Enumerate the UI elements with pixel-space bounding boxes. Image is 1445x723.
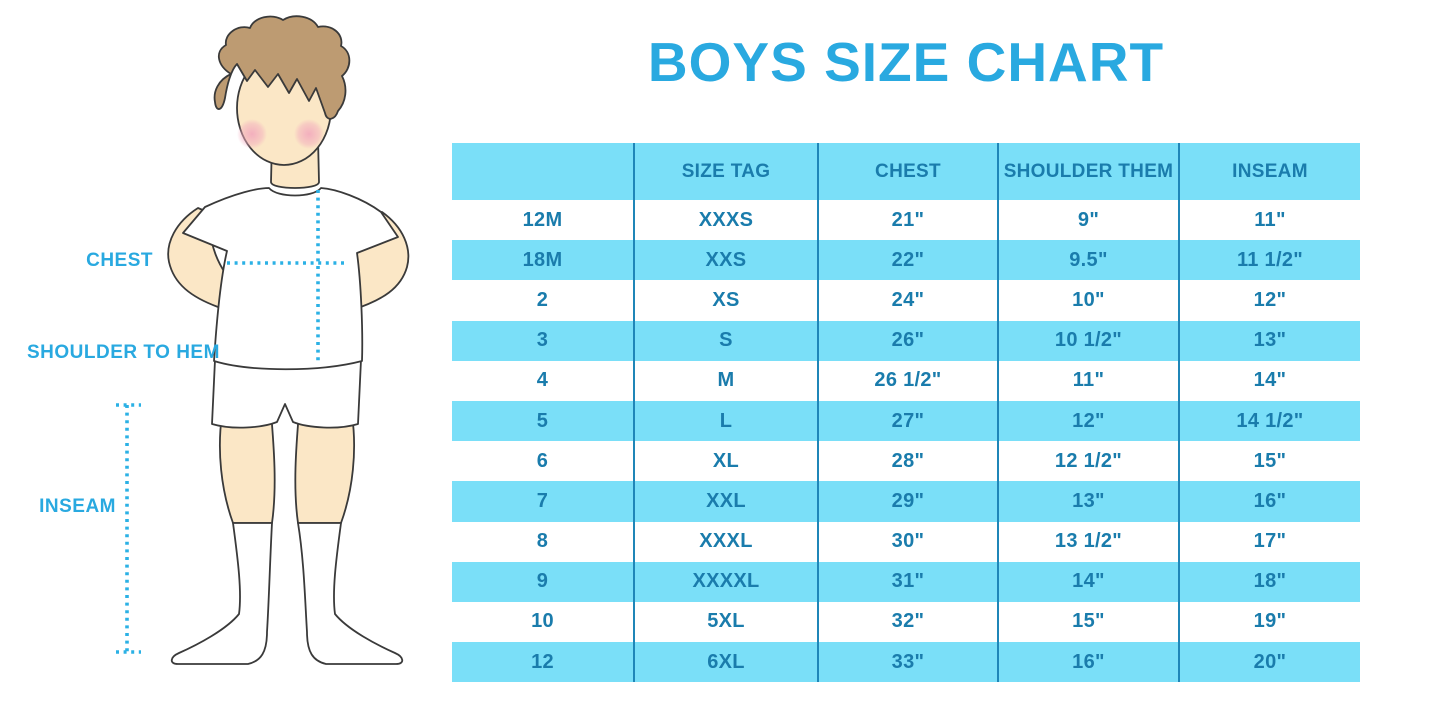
- boy-left-leg: [218, 411, 276, 524]
- table-cell: 14 1/2": [1178, 400, 1360, 442]
- table-cell: 22": [817, 240, 997, 281]
- table-cell: XS: [633, 280, 817, 321]
- table-cell: 5XL: [633, 601, 817, 643]
- table-cell: 13": [1178, 320, 1360, 361]
- table-cell: 20": [1178, 642, 1360, 683]
- boy-right-leg: [294, 411, 356, 524]
- table-cell: XXXXL: [633, 561, 817, 602]
- page-title: BOYS SIZE CHART: [647, 31, 1165, 93]
- table-row: 6 XL 28" 12 1/2" 15": [452, 441, 1360, 482]
- table-cell: 27": [817, 400, 997, 442]
- table-cell: 10: [531, 610, 554, 633]
- table-cell: 9: [536, 570, 549, 593]
- table-cell: 3: [536, 329, 549, 352]
- table-cell: M: [633, 360, 817, 401]
- table-cell: 12 1/2": [997, 441, 1178, 482]
- header-cell-chest: CHEST: [817, 143, 997, 200]
- chest-label: CHEST: [86, 250, 153, 271]
- table-cell: XXXS: [633, 200, 817, 241]
- boy-shirt: [182, 187, 399, 371]
- table-cell: XL: [633, 441, 817, 482]
- table-cell: 14": [997, 561, 1178, 602]
- size-table: SIZE TAG CHEST SHOULDER THEM INSEAM 12M X…: [452, 143, 1360, 683]
- table-cell: 11": [997, 360, 1178, 401]
- table-cell: 31": [817, 561, 997, 602]
- size-table-rows: 12M XXXS 21" 9" 11" 18M XXS 22" 9.5" 11 1/2" 2 XS 24…: [452, 200, 1360, 683]
- table-cell: XXS: [633, 240, 817, 281]
- table-cell: 8: [536, 530, 549, 553]
- table-cell: 18M: [522, 248, 563, 271]
- table-row: 4 M 26 1/2" 11" 14": [452, 360, 1360, 401]
- table-cell: 28": [817, 441, 997, 482]
- table-cell: 19": [1178, 601, 1360, 643]
- boy-right-sock: [297, 522, 404, 665]
- table-cell: 13": [997, 481, 1178, 522]
- boy-left-sock: [170, 522, 273, 665]
- header-cell-size-tag: SIZE TAG: [633, 143, 817, 200]
- table-cell: S: [633, 320, 817, 361]
- table-cell: 12: [531, 650, 554, 673]
- table-cell: 32": [817, 601, 997, 643]
- table-row: 7 XXL 29" 13" 16": [452, 481, 1360, 522]
- boy-illustration: [116, 15, 410, 665]
- table-cell: 16": [997, 642, 1178, 683]
- table-row: 10 5XL 32" 15" 19": [452, 601, 1360, 643]
- table-cell: 29": [817, 481, 997, 522]
- table-cell: 26 1/2": [817, 360, 997, 401]
- table-row: 8 XXXL 30" 13 1/2" 17": [452, 521, 1360, 562]
- table-header-row: SIZE TAG CHEST SHOULDER THEM INSEAM: [452, 143, 1360, 200]
- table-cell: 15": [1178, 441, 1360, 482]
- table-cell: XXL: [633, 481, 817, 522]
- table-cell: 13 1/2": [997, 521, 1178, 562]
- table-cell: 24": [817, 280, 997, 321]
- table-cell: 21": [817, 200, 997, 241]
- table-row: 18M XXS 22" 9.5" 11 1/2": [452, 240, 1360, 281]
- table-cell: 26": [817, 320, 997, 361]
- table-cell: 11": [1178, 200, 1360, 241]
- boy-left-blush: [237, 119, 267, 149]
- table-cell: 15": [997, 601, 1178, 643]
- table-cell: 12": [1178, 280, 1360, 321]
- table-cell: 17": [1178, 521, 1360, 562]
- table-cell: 5: [536, 409, 549, 432]
- header-cell-blank: [452, 143, 633, 200]
- table-cell: 10 1/2": [997, 320, 1178, 361]
- table-row: 3 S 26" 10 1/2" 13": [452, 320, 1360, 361]
- inseam-label: INSEAM: [39, 496, 116, 517]
- table-cell: 30": [817, 521, 997, 562]
- table-row: 12 6XL 33" 16" 20": [452, 642, 1360, 683]
- table-row: 5 L 27" 12" 14 1/2": [452, 400, 1360, 442]
- table-cell: 10": [997, 280, 1178, 321]
- table-row: 12M XXXS 21" 9" 11": [452, 200, 1360, 241]
- boy-hair: [213, 15, 351, 120]
- table-cell: 12": [997, 400, 1178, 442]
- table-cell: 33": [817, 642, 997, 683]
- table-cell: 18": [1178, 561, 1360, 602]
- table-cell: 7: [536, 489, 549, 512]
- table-cell: 12M: [522, 208, 563, 231]
- table-cell: 9.5": [997, 240, 1178, 281]
- table-cell: 2: [536, 288, 549, 311]
- table-cell: 11 1/2": [1178, 240, 1360, 281]
- table-cell: 6: [536, 449, 549, 472]
- table-cell: 4: [536, 369, 549, 392]
- table-cell: 9": [997, 200, 1178, 241]
- table-cell: L: [633, 400, 817, 442]
- header-cell-inseam: INSEAM: [1178, 143, 1360, 200]
- table-cell: 6XL: [633, 642, 817, 683]
- boy-right-blush: [294, 119, 324, 149]
- table-row: 9 XXXXL 31" 14" 18": [452, 561, 1360, 602]
- shoulder-to-hem-label: SHOULDER TO HEM: [27, 342, 220, 363]
- table-cell: XXXL: [633, 521, 817, 562]
- table-cell: 14": [1178, 360, 1360, 401]
- table-cell: 16": [1178, 481, 1360, 522]
- table-row: 2 XS 24" 10" 12": [452, 280, 1360, 321]
- header-cell-shoulder-them: SHOULDER THEM: [997, 143, 1178, 200]
